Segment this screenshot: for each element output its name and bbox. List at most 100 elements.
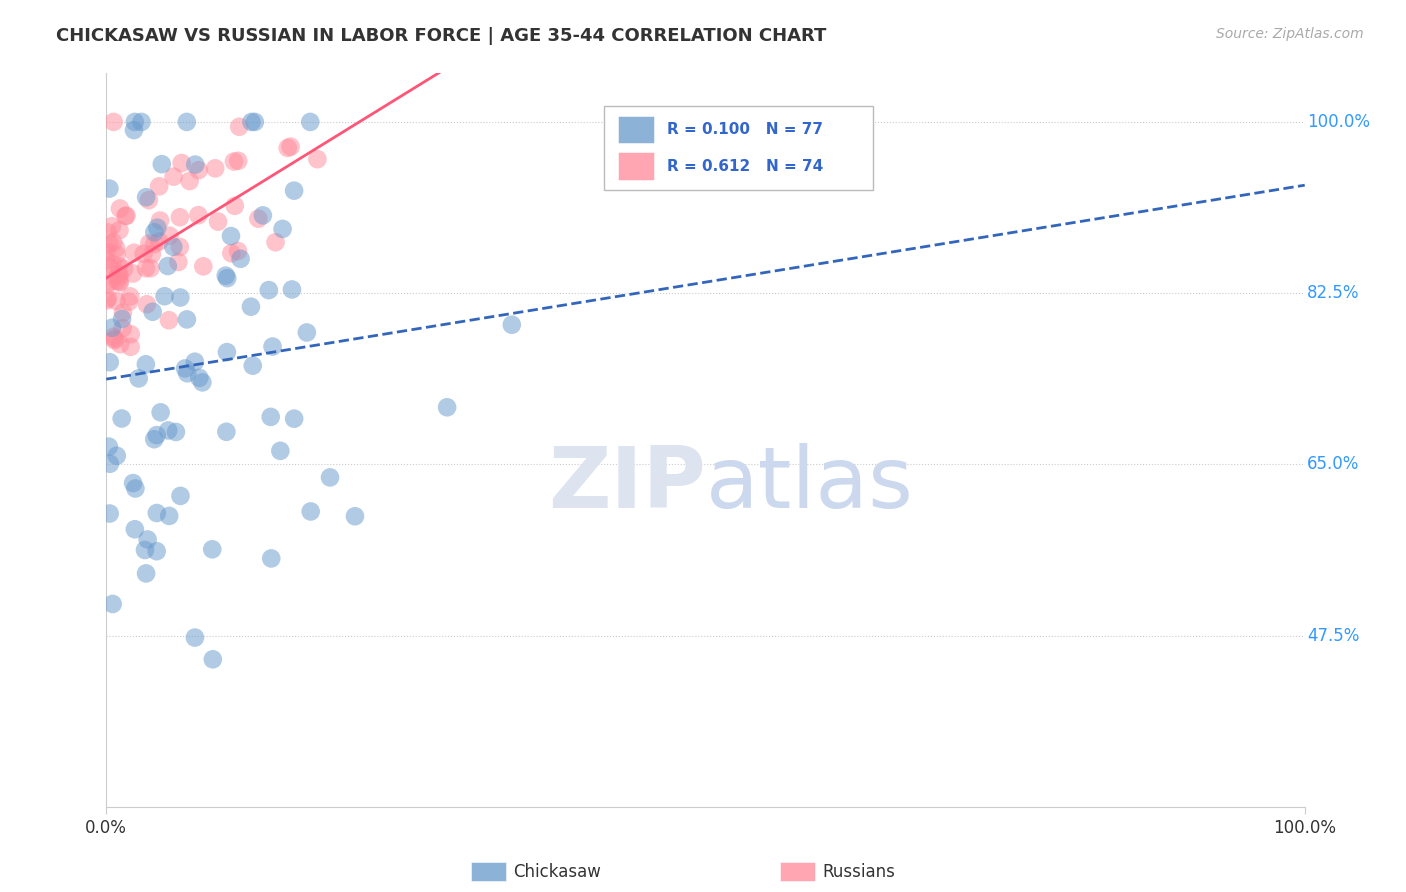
- Point: [242, 359, 264, 373]
- Point: [122, 245, 145, 260]
- Point: [269, 443, 291, 458]
- Point: [281, 283, 304, 297]
- Point: [138, 236, 160, 251]
- Point: [143, 225, 166, 239]
- Point: [184, 631, 207, 645]
- Text: 47.5%: 47.5%: [1308, 627, 1360, 645]
- Point: [135, 566, 157, 581]
- Bar: [619, 116, 654, 144]
- Point: [162, 240, 184, 254]
- Point: [174, 361, 197, 376]
- Point: [188, 371, 211, 385]
- Text: Chickasaw: Chickasaw: [513, 863, 602, 881]
- Point: [184, 158, 207, 172]
- Point: [131, 115, 153, 129]
- Point: [111, 305, 134, 319]
- Point: [176, 312, 198, 326]
- Point: [219, 229, 242, 244]
- Point: [169, 211, 191, 225]
- Point: [122, 123, 145, 137]
- Point: [135, 357, 157, 371]
- Point: [150, 157, 173, 171]
- Point: [156, 259, 179, 273]
- Point: [139, 261, 162, 276]
- Point: [217, 271, 239, 285]
- Text: 65.0%: 65.0%: [1308, 456, 1360, 474]
- Point: [271, 222, 294, 236]
- Point: [207, 214, 229, 228]
- Text: R = 0.100   N = 77: R = 0.100 N = 77: [666, 122, 823, 137]
- Point: [215, 345, 238, 359]
- Point: [149, 405, 172, 419]
- Point: [96, 244, 118, 259]
- Point: [165, 425, 187, 439]
- Point: [111, 312, 134, 326]
- Point: [229, 252, 252, 266]
- Point: [436, 401, 458, 415]
- Point: [146, 220, 169, 235]
- Point: [260, 409, 283, 424]
- Point: [108, 275, 131, 289]
- Point: [107, 259, 129, 273]
- Point: [243, 115, 266, 129]
- Point: [157, 508, 180, 523]
- Point: [221, 246, 243, 260]
- Point: [153, 289, 176, 303]
- Point: [124, 522, 146, 536]
- Point: [107, 267, 129, 281]
- Point: [101, 320, 124, 334]
- Point: [299, 504, 322, 518]
- Point: [101, 235, 124, 250]
- Point: [108, 223, 131, 237]
- Point: [124, 482, 146, 496]
- Point: [224, 199, 246, 213]
- Point: [277, 141, 299, 155]
- Point: [262, 340, 284, 354]
- Point: [280, 139, 302, 153]
- Point: [115, 209, 138, 223]
- Point: [103, 115, 125, 129]
- Point: [201, 542, 224, 557]
- Point: [169, 291, 191, 305]
- Point: [187, 208, 209, 222]
- Point: [98, 507, 121, 521]
- Point: [169, 489, 191, 503]
- Text: atlas: atlas: [706, 442, 914, 525]
- Point: [101, 219, 124, 234]
- Point: [136, 533, 159, 547]
- Point: [162, 169, 184, 184]
- Point: [193, 260, 215, 274]
- Point: [157, 313, 180, 327]
- Point: [100, 260, 122, 275]
- Text: Russians: Russians: [823, 863, 896, 881]
- Point: [343, 509, 366, 524]
- Point: [142, 304, 165, 318]
- Point: [103, 333, 125, 347]
- Point: [307, 152, 329, 166]
- Point: [105, 293, 128, 308]
- Point: [148, 235, 170, 249]
- Point: [96, 277, 118, 292]
- Point: [96, 293, 118, 308]
- Point: [149, 213, 172, 227]
- Point: [283, 184, 305, 198]
- Point: [108, 276, 131, 290]
- Point: [226, 153, 249, 168]
- Point: [260, 551, 283, 566]
- Point: [135, 297, 157, 311]
- Point: [187, 163, 209, 178]
- Point: [98, 457, 121, 471]
- Point: [96, 253, 118, 268]
- Point: [167, 255, 190, 269]
- Text: 100.0%: 100.0%: [1308, 113, 1369, 131]
- Point: [264, 235, 287, 250]
- Point: [105, 449, 128, 463]
- Point: [108, 268, 131, 283]
- Point: [176, 366, 198, 380]
- Point: [204, 161, 226, 176]
- Point: [170, 156, 193, 170]
- Point: [122, 476, 145, 491]
- Point: [146, 506, 169, 520]
- Bar: [603, 106, 873, 190]
- Point: [145, 428, 167, 442]
